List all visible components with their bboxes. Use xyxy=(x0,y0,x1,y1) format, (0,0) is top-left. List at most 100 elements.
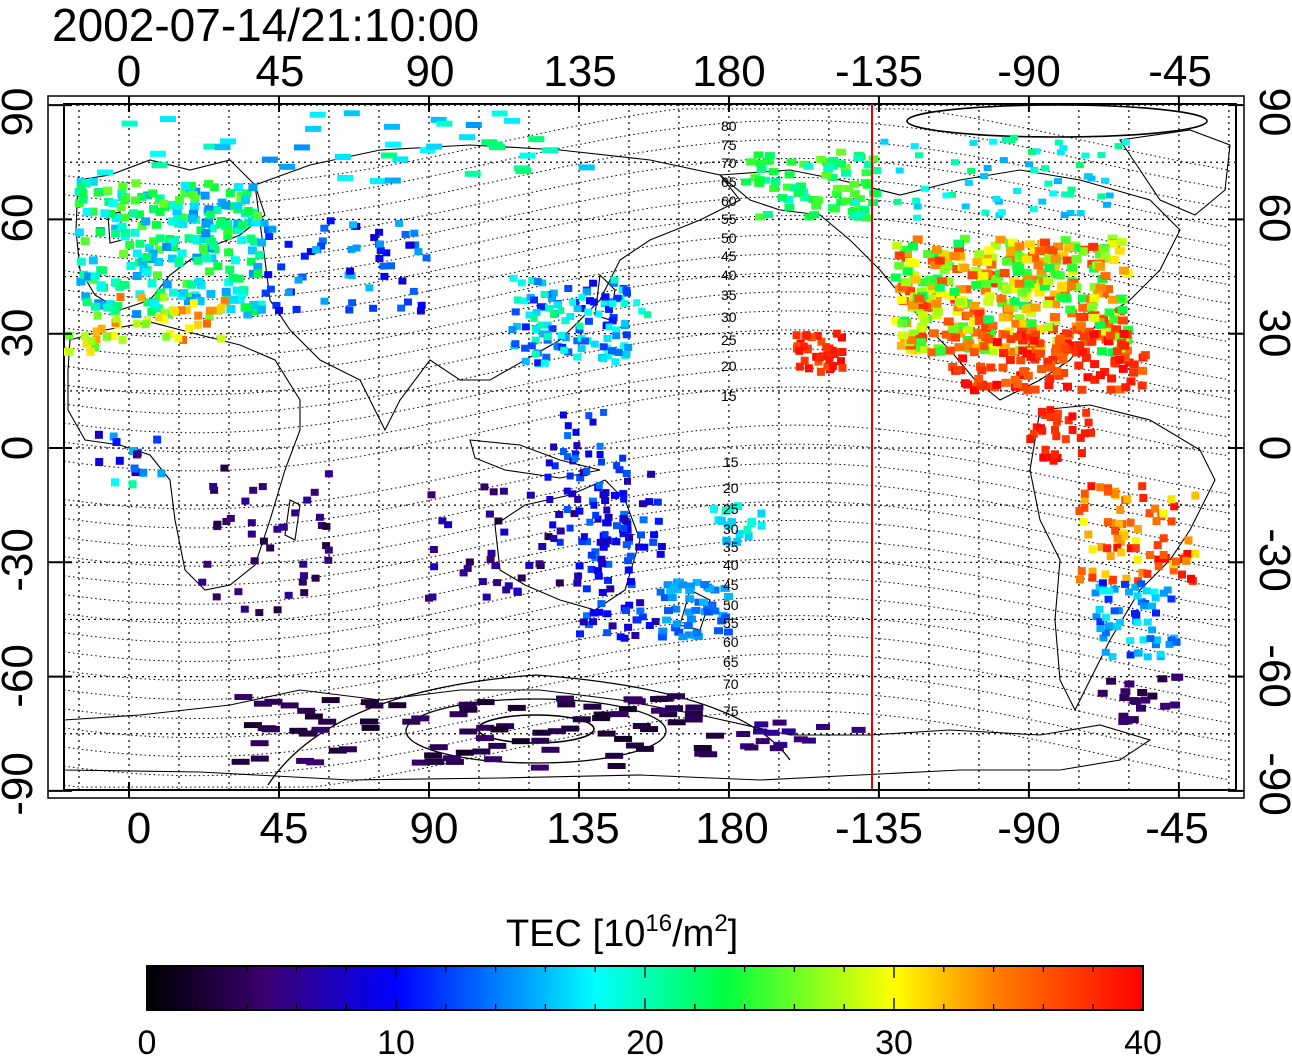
tec-observation xyxy=(463,564,472,572)
tec-observation xyxy=(180,181,190,190)
tec-observation xyxy=(1076,313,1087,321)
tec-observation xyxy=(1108,295,1118,304)
tec-observation xyxy=(1009,277,1020,286)
tec-observation xyxy=(563,487,571,495)
tec-observation xyxy=(684,716,703,723)
tec-observation xyxy=(621,319,629,327)
tec-observation xyxy=(209,183,219,192)
tec-observation xyxy=(792,331,801,340)
tec-observation xyxy=(324,546,333,554)
tec-observation xyxy=(1143,569,1152,578)
tec-observation xyxy=(974,375,984,383)
tec-observation xyxy=(837,357,845,366)
tec-observation xyxy=(387,262,395,270)
tec-observation xyxy=(624,343,633,351)
tec-observation xyxy=(963,311,974,320)
tec-observation xyxy=(560,346,569,354)
tec-observation xyxy=(1026,352,1036,361)
tec-observation xyxy=(246,257,256,266)
tec-observation xyxy=(1038,198,1047,205)
tec-observation xyxy=(587,551,596,559)
tec-observation xyxy=(933,250,944,259)
tec-observation xyxy=(799,342,808,351)
tec-observation xyxy=(894,261,905,270)
contour-label: 25 xyxy=(723,501,739,517)
tec-observation xyxy=(103,186,113,195)
tec-observation xyxy=(594,567,602,575)
tec-observation xyxy=(80,332,89,341)
tec-observation xyxy=(595,481,603,489)
tec-observation xyxy=(550,535,558,542)
tec-observation xyxy=(150,300,159,309)
tec-observation xyxy=(224,248,234,257)
tec-observation xyxy=(100,209,110,218)
tec-observation xyxy=(166,238,176,247)
tec-observation xyxy=(999,157,1008,164)
tec-observation xyxy=(204,179,213,188)
tec-observation xyxy=(638,307,646,315)
tec-observation xyxy=(1097,542,1106,551)
tec-observation xyxy=(198,578,207,586)
tec-observation xyxy=(1126,544,1135,553)
tec-observation xyxy=(132,249,142,258)
tec-observation xyxy=(205,267,214,276)
tec-observation xyxy=(338,746,357,753)
tec-observation xyxy=(934,256,945,265)
tec-observation xyxy=(693,745,712,751)
tec-observation xyxy=(1105,587,1114,595)
tec-observation xyxy=(723,628,733,636)
tec-observation xyxy=(168,217,178,226)
tec-observation xyxy=(603,506,611,514)
tec-observation xyxy=(184,234,194,243)
tec-observation xyxy=(1003,304,1014,313)
tec-observation xyxy=(528,136,545,143)
tec-observation xyxy=(534,359,543,367)
tec-observation xyxy=(828,156,839,164)
tec-observation xyxy=(511,308,520,316)
tec-observation xyxy=(971,328,982,337)
tec-observation xyxy=(162,280,172,289)
tec-observation xyxy=(1005,356,1015,364)
tec-observation xyxy=(831,190,842,198)
tec-observation xyxy=(292,305,301,313)
tec-observation xyxy=(1029,336,1039,345)
tec-observation xyxy=(1012,332,1022,341)
bottom-lon-label: -135 xyxy=(835,804,923,853)
tec-observation xyxy=(1017,325,1028,334)
tec-observation xyxy=(1064,244,1075,253)
tec-observation xyxy=(247,530,256,538)
tec-observation xyxy=(1133,555,1142,564)
tec-observation xyxy=(1095,605,1104,613)
tec-observation xyxy=(143,298,153,307)
magnetic-contour xyxy=(64,119,1229,205)
top-lon-label: -135 xyxy=(835,47,923,96)
tec-observation xyxy=(1076,433,1085,442)
tec-observation xyxy=(1080,489,1089,498)
tec-observation xyxy=(116,293,125,301)
tec-observation xyxy=(177,249,187,258)
tec-observation xyxy=(991,275,1001,284)
tec-observation xyxy=(951,333,960,342)
tec-observation xyxy=(225,189,235,198)
tec-observation xyxy=(1110,490,1119,498)
tec-observation xyxy=(912,235,923,244)
tec-observation xyxy=(568,490,577,498)
tec-observation xyxy=(120,280,130,289)
magnetic-contour xyxy=(64,557,1229,643)
tec-observation xyxy=(817,337,826,346)
tec-observation xyxy=(717,617,727,625)
tec-observation xyxy=(154,293,164,302)
tec-observation xyxy=(650,696,669,702)
tec-observation xyxy=(1137,580,1146,588)
tec-observation xyxy=(152,220,161,229)
magnetic-contours xyxy=(64,104,1229,788)
tec-observation xyxy=(821,171,832,179)
tec-observation xyxy=(714,627,723,635)
tec-observation xyxy=(578,293,586,301)
tec-observation xyxy=(119,249,129,258)
tec-observation xyxy=(402,718,421,725)
tec-observation xyxy=(502,586,511,594)
tec-observation xyxy=(549,289,558,297)
tec-observation xyxy=(594,572,603,580)
tec-observation xyxy=(1030,303,1041,312)
